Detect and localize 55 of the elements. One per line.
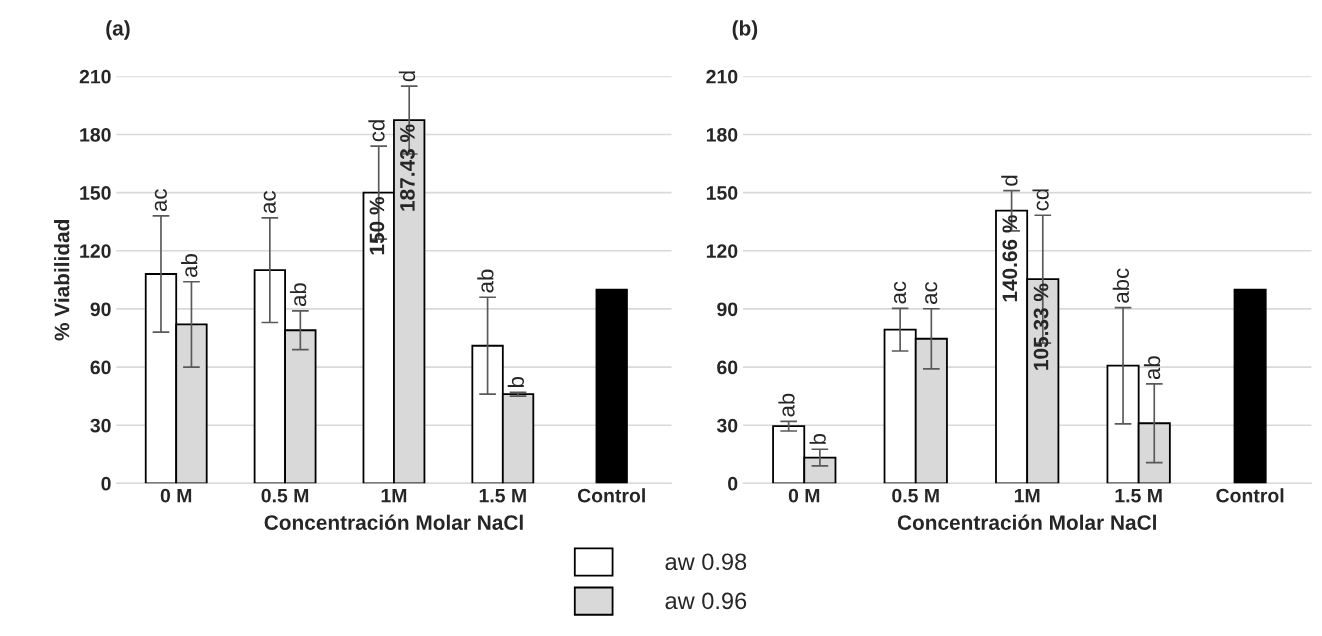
y-tick-label: 120 [80,244,111,258]
annotation: ab [289,283,307,307]
y-tick-label: 30 [716,418,738,433]
chart-title: (a) [106,20,130,40]
x-tick-label: 0.5 M [892,488,939,503]
chart-title: (b) [732,20,758,40]
annotation: abc [1112,268,1130,303]
y-tick-label: 60 [717,360,738,375]
data-label: 140.66 % [1002,215,1018,302]
y-tick-label: 30 [90,418,111,433]
x-tick-label: 1M [381,488,407,503]
bar [595,288,628,484]
annotation: ac [154,189,167,212]
y-tick-label: 180 [706,127,738,142]
y-tick-label: 90 [90,302,111,317]
y-axis-title: % Viabilidad [54,220,70,341]
legend-label: aw 0.96 [665,592,747,610]
annotation: ab [181,254,198,277]
bar [1233,288,1267,484]
data-label: 150 % [369,197,385,255]
data-label: 187.43 % [400,124,415,211]
y-tick-label: 120 [706,244,738,258]
annotation: cd [1032,189,1049,211]
x-tick-label: 1.5 M [1115,488,1162,503]
annotation: ac [263,191,276,213]
annotation: b [809,433,826,444]
y-tick-label: 60 [90,360,111,375]
x-tick-label: 0 M [160,488,192,503]
x-tick-label: Control [1216,488,1284,503]
legend-label: aw 0.98 [665,553,747,571]
data-label: 105.33 % [1033,283,1049,370]
annotation: ab [1143,356,1161,380]
annotation: ac [893,281,907,304]
annotation: ac [925,281,938,304]
x-tick-label: 0 M [788,488,820,503]
y-tick-label: 150 [706,186,738,200]
annotation: ab [477,269,494,293]
y-tick-label: 210 [706,69,738,84]
x-tick-label: 0.5 M [261,488,309,503]
y-tick-label: 210 [79,69,111,84]
y-tick-label: 0 [101,476,111,491]
annotation: cd [368,120,385,142]
x-tick-label: 1.5 M [479,488,526,503]
y-tick-label: 150 [80,186,111,200]
annotation: d [398,71,416,82]
y-tick-label: 90 [717,302,738,317]
x-axis-title: Concentración Molar NaCl [264,514,523,530]
x-tick-label: 1M [1014,488,1040,503]
annotation: ab [778,393,795,417]
annotation: d [1001,175,1018,186]
x-tick-label: Control [577,488,645,503]
x-axis-title: Concentración Molar NaCl [897,514,1156,530]
y-tick-label: 0 [728,476,738,491]
y-tick-label: 180 [80,127,111,142]
annotation: b [507,376,525,387]
